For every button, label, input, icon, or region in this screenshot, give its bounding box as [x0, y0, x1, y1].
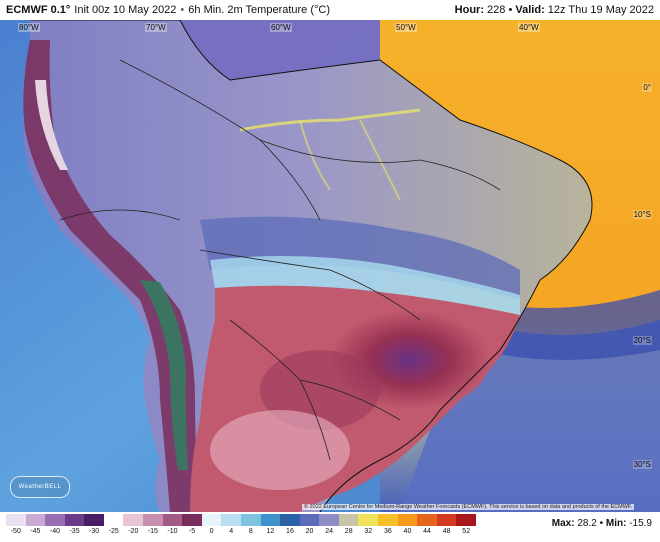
header-right: Hour: 228 • Valid: 12z Thu 19 May 2022	[455, 4, 654, 16]
colorbar-swatch	[143, 514, 163, 526]
colorbar-tick-label: 4	[229, 528, 234, 535]
colorbar-swatch	[103, 514, 124, 526]
colorbar-swatch	[162, 514, 183, 526]
colorbar-swatch	[221, 514, 241, 526]
colorbar-tick-label: -40	[49, 528, 61, 535]
colorbar-swatch	[25, 514, 46, 526]
map-svg	[0, 20, 660, 512]
country-border-5	[299, 379, 401, 421]
colorbar-swatch	[436, 514, 457, 526]
colorbar-tick-label: -35	[69, 528, 80, 535]
lat-label-20s: 20°S	[632, 336, 652, 345]
valid-label: Valid:	[515, 4, 545, 16]
copyright-notice: © 2022 European Centre for Medium-Range …	[302, 504, 635, 510]
colorbar-tick-label: -25	[108, 528, 119, 535]
andes-snow	[140, 280, 188, 470]
map-header: ECMWF 0.1° Init 00z 10 May 2022 • 6h Min…	[0, 0, 660, 20]
country-border-3	[199, 249, 421, 321]
colorbar-swatch	[319, 514, 339, 526]
colorbar-tick-label: -50	[10, 528, 21, 535]
colorbar-tick-label: 52	[462, 528, 471, 535]
colorbar-swatch	[417, 514, 437, 526]
country-border-6	[59, 209, 181, 221]
colorbar-swatch	[84, 514, 104, 526]
country-border-2	[259, 139, 501, 191]
header-separator-2: •	[508, 4, 513, 16]
colorbar-ticks: -50 -45 -40 -35 -30 -25 -20 -15 -10 -5 0 4 8 12 16 20 24…	[6, 528, 476, 538]
colorbar-tick-label: -15	[147, 528, 158, 535]
lon-label-50w: 50°W	[395, 23, 417, 32]
colorbar-swatch	[123, 514, 144, 526]
colorbar-swatch	[6, 514, 26, 526]
colorbar-tick-label: -45	[30, 528, 41, 535]
colorbar-tick-label: -20	[128, 528, 139, 535]
valid-value: 12z Thu 19 May 2022	[547, 4, 654, 16]
colorbar-swatch	[182, 514, 202, 526]
lon-label-40w: 40°W	[518, 23, 540, 32]
country-border-1	[119, 59, 321, 221]
lat-label-0: 0°	[642, 83, 652, 92]
colorbar-tick-label: 36	[383, 528, 392, 535]
colorbar-swatch	[456, 514, 476, 526]
colorbar-swatch	[45, 514, 65, 526]
max-value: 28.2	[577, 518, 597, 529]
readout-separator: •	[599, 518, 604, 529]
min-value: -15.9	[629, 518, 652, 529]
colorbar-swatch	[64, 514, 85, 526]
colorbar-tick-label: 44	[423, 528, 431, 535]
colorbar-swatch	[338, 514, 359, 526]
legend-footer: -50 -45 -40 -35 -30 -25 -20 -15 -10 -5 0 4 8 12 16 20 24…	[0, 512, 660, 542]
colorbar-swatch	[260, 514, 281, 526]
colorbar-swatch	[240, 514, 261, 526]
caribbean-sea	[180, 20, 380, 80]
model-name: ECMWF 0.1°	[6, 4, 71, 16]
colorbar-tick-label: 0	[209, 528, 214, 535]
product-name: 6h Min. 2m Temperature (°C)	[188, 4, 331, 16]
lon-label-70w: 70°W	[145, 23, 167, 32]
colorbar-tick-label: 12	[266, 528, 275, 535]
lat-label-10s: 10°S	[632, 210, 652, 219]
colorbar-tick-label: -10	[167, 528, 178, 535]
colorbar-tick-label: 24	[325, 528, 334, 535]
colorbar-swatch	[201, 514, 222, 526]
colorbar-tick-label: -30	[89, 528, 100, 535]
temperature-map[interactable]: 80°W 70°W 60°W 50°W 40°W 0° 10°S 20°S 30…	[0, 20, 660, 512]
colorbar-tick-label: 16	[286, 528, 294, 535]
hour-label: Hour:	[454, 4, 484, 16]
pale-pink-argentina	[210, 410, 350, 490]
colorbar-swatch	[397, 514, 418, 526]
min-label: Min:	[605, 518, 627, 529]
colorbar-swatch	[377, 514, 398, 526]
colorbar	[6, 514, 476, 526]
lat-label-30s: 30°S	[632, 460, 652, 469]
colorbar-swatch	[358, 514, 378, 526]
colorbar-tick-label: -5	[188, 528, 196, 535]
header-left: ECMWF 0.1° Init 00z 10 May 2022 • 6h Min…	[6, 4, 330, 16]
weatherbell-logo: WeatherBELL	[10, 476, 70, 498]
colorbar-tick-label: 40	[403, 528, 412, 535]
colorbar-tick-label: 48	[442, 528, 451, 535]
amazon-river	[239, 108, 421, 132]
lon-label-60w: 60°W	[270, 23, 292, 32]
max-label: Max:	[551, 518, 575, 529]
header-separator: •	[180, 4, 185, 16]
tributary-2	[359, 119, 401, 201]
logo-text: WeatherBELL	[18, 484, 62, 490]
init-time: Init 00z 10 May 2022	[74, 4, 177, 16]
colorbar-tick-label: 28	[344, 528, 353, 535]
andes-white	[35, 80, 68, 170]
colorbar-tick-label: 8	[248, 528, 253, 535]
colorbar-tick-label: 32	[364, 528, 373, 535]
hour-value: 228	[487, 4, 506, 16]
tributary-1	[299, 119, 331, 191]
lon-label-80w: 80°W	[18, 23, 40, 32]
colorbar-tick-label: 20	[305, 528, 314, 535]
max-min-readout: Max: 28.2 • Min: -15.9	[552, 518, 652, 529]
colorbar-swatch	[299, 514, 320, 526]
colorbar-swatch	[280, 514, 300, 526]
coastline	[30, 20, 593, 512]
